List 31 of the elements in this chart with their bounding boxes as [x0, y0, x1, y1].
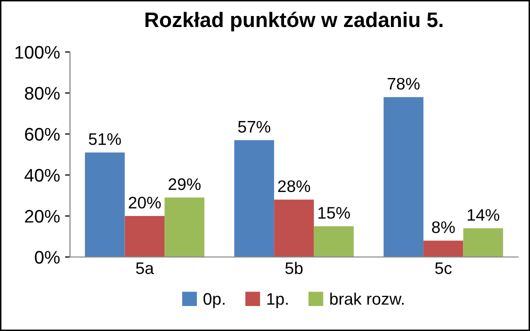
x-tick-label: 5c: [435, 262, 452, 274]
y-tick-label: 0%: [34, 250, 60, 264]
chart-title: Rozkład punktów w zadaniu 5.: [146, 12, 442, 32]
bar: [84, 152, 125, 257]
bar: [164, 198, 204, 257]
data-label: 14%: [468, 209, 500, 221]
bar: [124, 216, 165, 257]
y-tick-label: 60%: [25, 128, 60, 141]
y-tick-label: 40%: [24, 168, 60, 182]
data-label: 8%: [432, 221, 455, 234]
data-label: 28%: [278, 180, 310, 192]
bar: [234, 140, 274, 257]
legend-label: 0p.: [204, 293, 225, 308]
data-label: 78%: [388, 78, 420, 90]
bar: [463, 228, 504, 257]
data-label: 57%: [238, 120, 270, 133]
bar: [423, 240, 464, 257]
data-label: 15%: [318, 207, 350, 219]
data-label: 51%: [88, 133, 121, 145]
legend-label: 1p.: [267, 293, 288, 308]
bar: [314, 226, 354, 257]
y-tick-label: 100%: [15, 46, 60, 59]
y-tick-label: 80%: [24, 86, 60, 100]
bar: [384, 97, 424, 257]
x-tick-label: 5a: [136, 262, 154, 274]
legend-label: brak rozw.: [330, 292, 404, 305]
x-tick-label: 5b: [285, 262, 303, 274]
data-label: 29%: [168, 178, 201, 190]
data-label: 20%: [128, 196, 161, 209]
bar: [274, 200, 314, 257]
y-tick-label: 20%: [25, 210, 60, 223]
